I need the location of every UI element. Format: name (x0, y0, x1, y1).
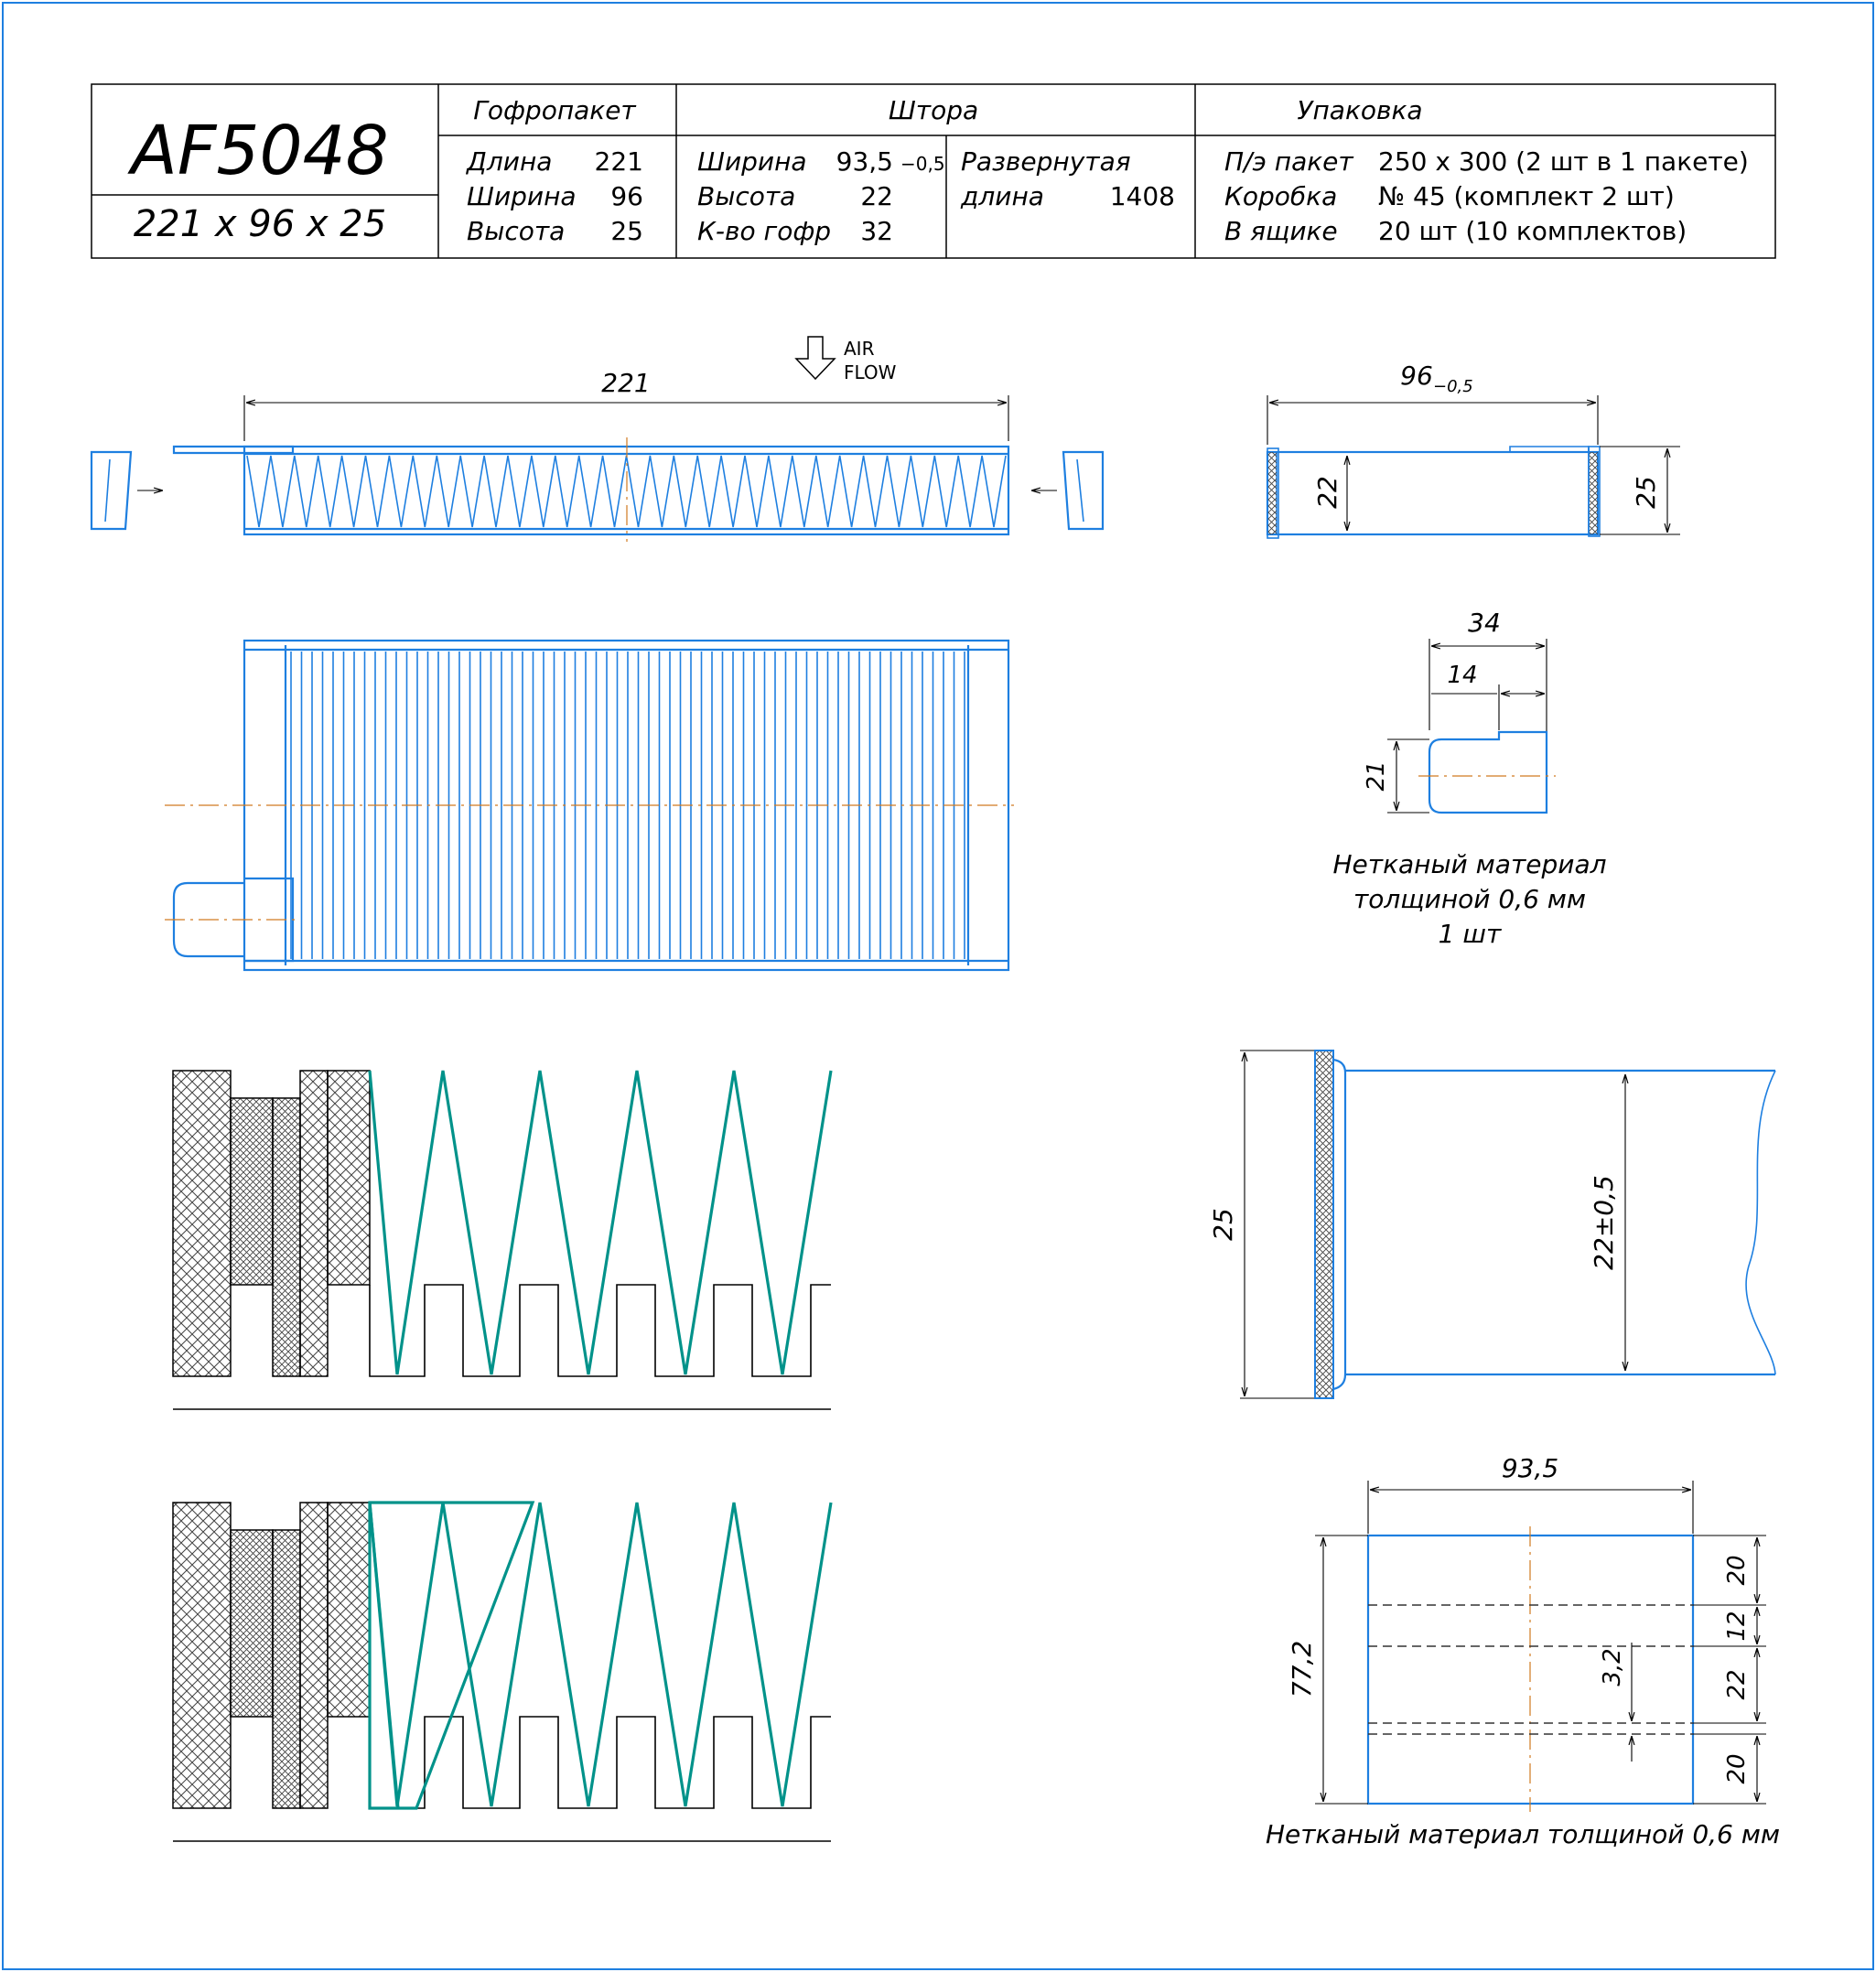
upakovka-header: Упаковка (1297, 95, 1422, 125)
dim-22-detail: 22±0,5 (1589, 1175, 1619, 1270)
dim-22-sheet: 22 (1723, 1669, 1751, 1699)
shtora-header: Штора (889, 95, 978, 125)
bag-label: П/э пакет (1224, 146, 1353, 177)
dim-20-top: 20 (1723, 1555, 1751, 1585)
end-view: 96 −0,5 22 25 (1266, 361, 1680, 539)
dim-21: 21 (1363, 760, 1390, 791)
pleat-zigzag-1 (368, 1070, 833, 1375)
comb-base-2 (369, 1716, 831, 1809)
section-detail: 25 22±0,5 (1208, 1050, 1776, 1399)
dim-77-2: 77,2 (1287, 1641, 1317, 1697)
tab-note-3: 1 шт (1439, 919, 1502, 949)
model-name: AF5048 (127, 112, 389, 190)
unfolded-label-1: Развернутая (961, 146, 1131, 177)
pleat-detail-1 (172, 1070, 833, 1410)
top-view (165, 639, 1014, 972)
gofro-width-label: Ширина (467, 181, 577, 211)
shtora-height-label: Высота (697, 181, 795, 211)
crate-value: 20 шт (10 комплектов) (1378, 216, 1687, 246)
shtora-pleats-label: К-во гофр (697, 216, 831, 246)
pleat-detail-2 (172, 1501, 833, 1842)
shtora-width-tol: −0,5 (900, 153, 945, 175)
airflow-arrow-icon (794, 336, 836, 381)
gofro-length-value: 221 (595, 146, 643, 177)
airflow-indicator: AIR FLOW (794, 336, 897, 383)
dim-14: 14 (1447, 662, 1477, 689)
tab-note-1: Нетканый материал (1332, 849, 1606, 879)
dim-96: 96 (1400, 361, 1433, 391)
box-label: Коробка (1224, 181, 1337, 211)
gofro-length-label: Длина (465, 146, 552, 177)
box-value: № 45 (комплект 2 шт) (1378, 181, 1675, 211)
dim-12: 12 (1723, 1611, 1751, 1641)
unfolded-label-2: длина (960, 181, 1044, 211)
model-size: 221 x 96 x 25 (134, 203, 386, 245)
airflow-line1: AIR (844, 338, 875, 360)
dim-34: 34 (1468, 608, 1501, 638)
comb-base-1 (369, 1284, 831, 1377)
dim-25-detail: 25 (1208, 1208, 1238, 1241)
airflow-line2: FLOW (844, 361, 897, 383)
gofro-height-label: Высота (467, 216, 565, 246)
dim-96-tol: −0,5 (1433, 377, 1473, 396)
shtora-width-value: 93,5 (836, 146, 893, 177)
dim-93-5: 93,5 (1502, 1453, 1558, 1483)
dim-25-end: 25 (1631, 476, 1661, 509)
top-pleat-lines (290, 652, 965, 959)
dim-3-2: 3,2 (1599, 1648, 1626, 1686)
crate-label: В ящике (1224, 216, 1338, 246)
shtora-height-value: 22 (860, 181, 893, 211)
tab-note-2: толщиной 0,6 мм (1353, 884, 1586, 914)
dim-221: 221 (601, 368, 650, 398)
pleat-zigzag-2 (368, 1502, 833, 1807)
title-block: AF5048 221 x 96 x 25 Гофропакет Длина 22… (91, 83, 1776, 259)
side-view: 221 (90, 368, 1105, 542)
gofro-height-value: 25 (610, 216, 643, 246)
shtora-pleats-value: 32 (860, 216, 893, 246)
sheet-note: Нетканый материал толщиной 0,6 мм (1266, 1819, 1780, 1849)
sheet-detail: 93,5 77,2 20 12 22 20 3,2 Нетканый матер… (1266, 1453, 1780, 1849)
gofro-width-value: 96 (610, 181, 643, 211)
bag-value: 250 х 300 (2 шт в 1 пакете) (1378, 146, 1749, 177)
unfolded-value: 1408 (1110, 181, 1175, 211)
shtora-width-label: Ширина (697, 146, 807, 177)
dim-22-end: 22 (1312, 476, 1342, 509)
gofropaket-header: Гофропакет (473, 95, 636, 125)
dim-20-bottom: 20 (1723, 1753, 1751, 1783)
tab-detail: 34 14 21 Нетканый материал толщиной 0,6 … (1332, 608, 1606, 949)
